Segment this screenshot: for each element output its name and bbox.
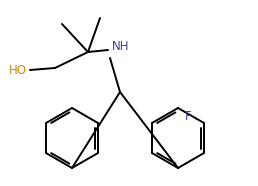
Text: HO: HO bbox=[9, 63, 27, 76]
Text: F: F bbox=[185, 110, 191, 123]
Text: NH: NH bbox=[112, 39, 130, 52]
